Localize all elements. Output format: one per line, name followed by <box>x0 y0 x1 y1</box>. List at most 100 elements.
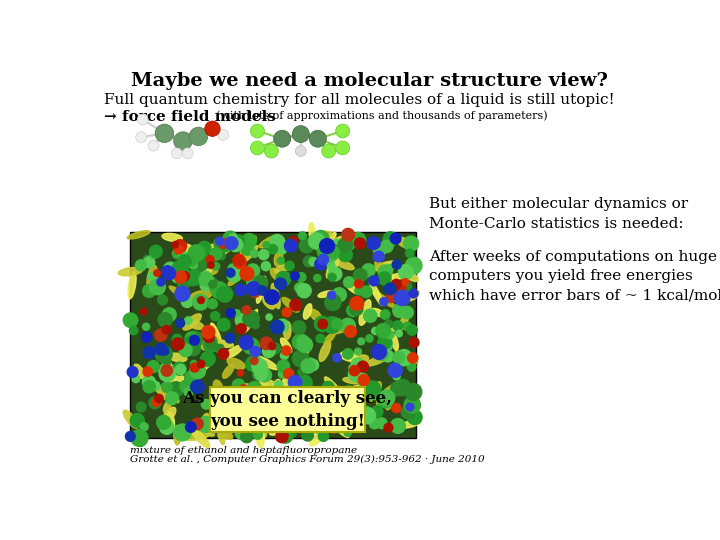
Circle shape <box>238 424 246 432</box>
Circle shape <box>392 373 400 380</box>
Circle shape <box>236 323 246 334</box>
Circle shape <box>312 423 323 433</box>
Circle shape <box>199 272 213 286</box>
Circle shape <box>336 141 350 155</box>
Ellipse shape <box>263 296 275 309</box>
Circle shape <box>174 271 186 283</box>
Circle shape <box>274 278 287 289</box>
Circle shape <box>271 320 284 334</box>
Circle shape <box>367 237 380 249</box>
Ellipse shape <box>184 431 211 441</box>
Circle shape <box>218 239 228 248</box>
Circle shape <box>168 382 184 396</box>
Circle shape <box>301 359 315 373</box>
Circle shape <box>277 257 284 264</box>
Ellipse shape <box>351 355 369 365</box>
Circle shape <box>289 397 304 413</box>
Text: mixture of ethanol and heptafluoropropane: mixture of ethanol and heptafluoropropan… <box>130 446 357 455</box>
Circle shape <box>325 245 334 254</box>
Circle shape <box>123 313 138 327</box>
Circle shape <box>303 256 315 267</box>
Circle shape <box>315 259 326 270</box>
Circle shape <box>241 233 256 248</box>
Circle shape <box>243 310 259 327</box>
Ellipse shape <box>331 327 346 334</box>
Circle shape <box>251 357 258 364</box>
Circle shape <box>393 304 407 318</box>
Circle shape <box>351 233 366 248</box>
Circle shape <box>331 319 343 329</box>
Ellipse shape <box>232 384 249 396</box>
Circle shape <box>292 334 309 350</box>
Circle shape <box>201 352 215 366</box>
Ellipse shape <box>215 422 233 440</box>
Circle shape <box>360 286 372 298</box>
Ellipse shape <box>256 423 264 448</box>
Circle shape <box>298 411 310 423</box>
Ellipse shape <box>269 425 294 435</box>
Circle shape <box>364 409 379 423</box>
Ellipse shape <box>369 281 383 306</box>
Circle shape <box>406 403 414 411</box>
Circle shape <box>287 429 296 438</box>
Circle shape <box>357 269 368 280</box>
Circle shape <box>395 291 410 306</box>
Circle shape <box>292 321 306 334</box>
Ellipse shape <box>399 311 410 330</box>
Circle shape <box>208 278 217 286</box>
Circle shape <box>202 271 210 279</box>
Circle shape <box>375 347 389 361</box>
Circle shape <box>364 309 377 322</box>
Circle shape <box>189 335 199 345</box>
Ellipse shape <box>395 350 418 363</box>
Circle shape <box>162 308 176 321</box>
Circle shape <box>306 408 314 416</box>
Circle shape <box>186 341 200 356</box>
Circle shape <box>309 258 318 266</box>
Circle shape <box>210 312 220 321</box>
Ellipse shape <box>319 249 338 260</box>
Circle shape <box>217 319 230 331</box>
Circle shape <box>318 247 328 258</box>
Circle shape <box>292 350 309 367</box>
Circle shape <box>197 360 205 368</box>
Ellipse shape <box>310 426 328 446</box>
Ellipse shape <box>318 291 334 298</box>
Circle shape <box>263 241 269 248</box>
Circle shape <box>392 279 401 289</box>
Circle shape <box>287 411 295 420</box>
Circle shape <box>171 148 182 159</box>
Circle shape <box>209 280 217 288</box>
Ellipse shape <box>128 272 136 299</box>
Circle shape <box>209 280 220 291</box>
Ellipse shape <box>340 352 358 361</box>
Ellipse shape <box>310 231 332 243</box>
Ellipse shape <box>271 379 281 394</box>
Ellipse shape <box>353 386 379 393</box>
Ellipse shape <box>310 403 325 429</box>
Ellipse shape <box>375 261 395 282</box>
Circle shape <box>261 261 271 271</box>
Circle shape <box>172 249 182 259</box>
Bar <box>210 387 365 432</box>
Circle shape <box>318 254 328 265</box>
Ellipse shape <box>405 271 418 281</box>
Ellipse shape <box>359 300 371 325</box>
Circle shape <box>332 392 341 401</box>
Circle shape <box>125 431 135 441</box>
Ellipse shape <box>280 375 290 402</box>
Circle shape <box>246 264 260 278</box>
Circle shape <box>172 260 189 276</box>
Circle shape <box>174 245 184 254</box>
Circle shape <box>305 406 321 423</box>
Circle shape <box>297 397 310 410</box>
Circle shape <box>323 381 334 393</box>
Circle shape <box>333 354 341 362</box>
Circle shape <box>191 361 197 367</box>
Circle shape <box>373 243 386 256</box>
Circle shape <box>210 248 222 260</box>
Circle shape <box>354 268 366 282</box>
Ellipse shape <box>240 236 256 256</box>
Ellipse shape <box>118 267 143 276</box>
Circle shape <box>378 335 392 349</box>
